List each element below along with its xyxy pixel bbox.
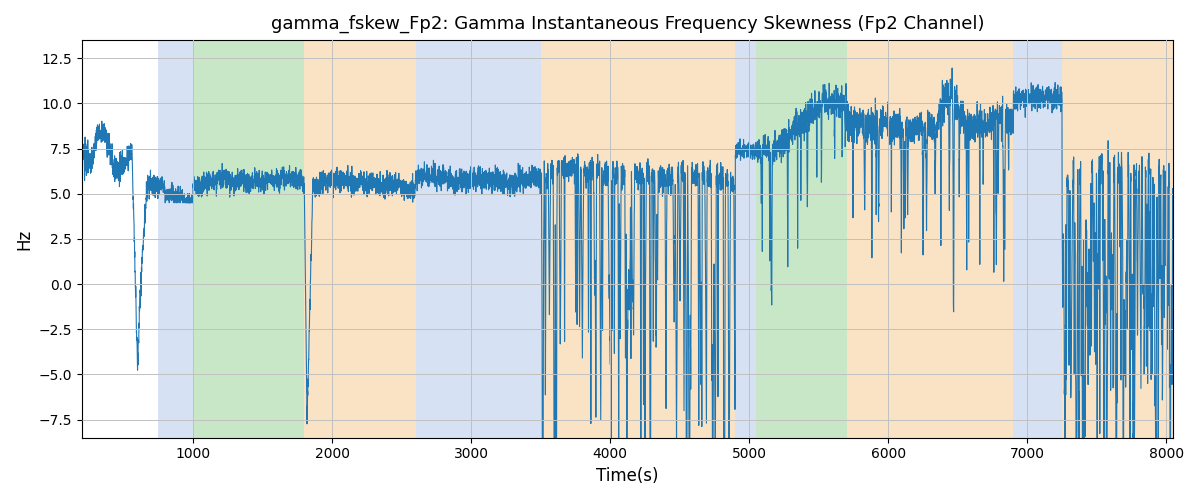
Bar bbox=[756, 40, 846, 438]
Bar bbox=[846, 40, 1014, 438]
X-axis label: Time(s): Time(s) bbox=[596, 467, 659, 485]
Bar bbox=[1014, 40, 1062, 438]
Bar bbox=[193, 40, 305, 438]
Bar bbox=[158, 40, 193, 438]
Bar bbox=[415, 40, 541, 438]
Y-axis label: Hz: Hz bbox=[14, 228, 34, 250]
Bar bbox=[541, 40, 736, 438]
Bar bbox=[736, 40, 756, 438]
Bar bbox=[1062, 40, 1181, 438]
Title: gamma_fskew_Fp2: Gamma Instantaneous Frequency Skewness (Fp2 Channel): gamma_fskew_Fp2: Gamma Instantaneous Fre… bbox=[271, 15, 984, 34]
Bar bbox=[305, 40, 415, 438]
